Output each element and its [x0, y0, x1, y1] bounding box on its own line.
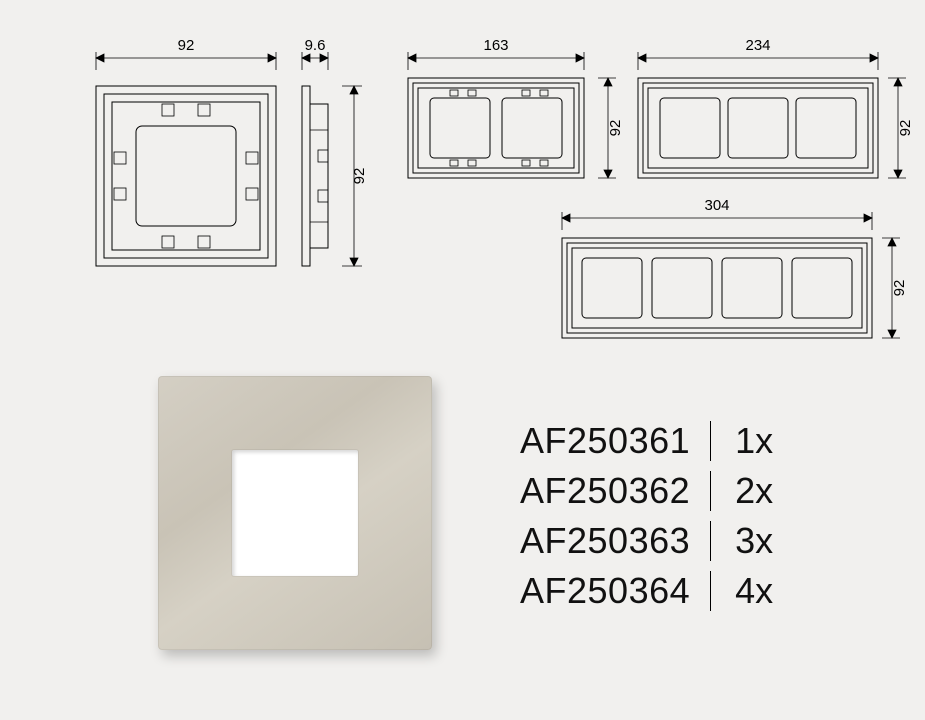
product-code-list: AF250361 1x AF250362 2x AF250363 3x AF25…	[520, 420, 773, 612]
qty-0: 1x	[711, 420, 773, 462]
dim-double-width: 163	[483, 37, 508, 54]
diagram-double: 163 92	[408, 37, 624, 178]
dim-single-depth: 9.6	[305, 37, 326, 54]
code-0: AF250361	[520, 420, 710, 462]
diagram-quad: 304 92	[562, 197, 908, 338]
product-frame-render	[158, 376, 432, 650]
code-3: AF250364	[520, 570, 710, 612]
single-side	[302, 86, 328, 266]
code-2: AF250363	[520, 520, 710, 562]
dim-quad-height: 92	[891, 280, 908, 297]
dim-single-width: 92	[178, 37, 195, 54]
diagram-single: 92 9.6 92	[66, 30, 366, 340]
diagram-stage: 92 9.6 92	[0, 0, 925, 720]
dim-single-height: 92	[351, 168, 366, 185]
dim-triple-width: 234	[745, 37, 770, 54]
code-1: AF250362	[520, 470, 710, 512]
qty-3: 4x	[711, 570, 773, 612]
qty-2: 3x	[711, 520, 773, 562]
single-front	[96, 86, 276, 266]
dim-double-height: 92	[607, 120, 624, 137]
dim-triple-height: 92	[897, 120, 914, 137]
qty-1: 2x	[711, 470, 773, 512]
diagram-triple: 234 92	[638, 37, 914, 178]
dim-quad-width: 304	[704, 197, 729, 214]
diagram-multi: 163 92	[398, 30, 918, 350]
